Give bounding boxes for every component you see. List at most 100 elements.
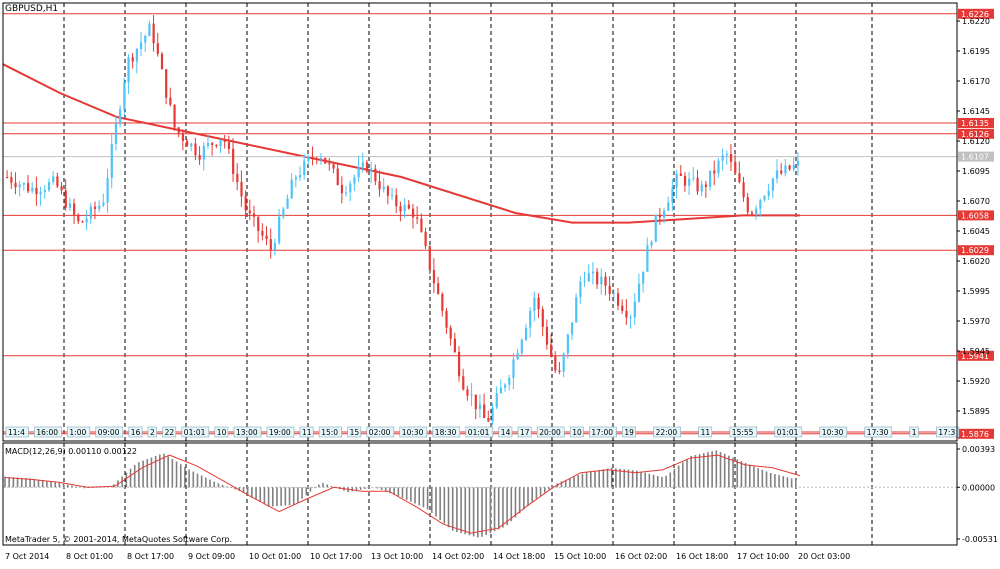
- candle-body: [73, 203, 76, 215]
- macd-tick-label: -0.00531: [962, 535, 998, 544]
- candle-body: [165, 69, 168, 98]
- candle-body: [441, 294, 444, 311]
- candle-body: [236, 173, 239, 183]
- event-marker-label: 11: [302, 428, 312, 437]
- event-marker-label: 19: [624, 428, 634, 437]
- candle-body: [432, 270, 436, 284]
- candle-body: [696, 177, 699, 192]
- candle-body: [232, 148, 235, 174]
- candle-body: [248, 210, 251, 214]
- x-tick-label: 16 Oct 18:00: [676, 552, 728, 561]
- event-marker-box: [589, 426, 617, 438]
- y-tick-label: 1.6145: [962, 107, 990, 116]
- candle-body: [466, 389, 469, 396]
- candle-body: [478, 404, 482, 410]
- candle-body: [127, 57, 130, 83]
- candle-body: [194, 143, 197, 156]
- candle-body: [616, 293, 620, 306]
- y-tick-label: 1.6120: [962, 137, 990, 146]
- event-marker-box: [729, 426, 758, 438]
- x-tick-label: 20 Oct 03:00: [798, 552, 850, 561]
- candle-body: [365, 162, 369, 172]
- candle-body: [709, 170, 712, 187]
- y-tick-label: 1.6070: [962, 197, 990, 206]
- event-marker-label: 1: [912, 428, 917, 437]
- candle-body: [729, 154, 733, 162]
- y-tick-label: 1.6095: [962, 167, 990, 176]
- candle-body: [512, 359, 515, 378]
- candle-body: [386, 186, 390, 196]
- candle-body: [604, 276, 607, 286]
- candle-body: [10, 177, 13, 183]
- level-tag: [958, 128, 994, 139]
- event-marker-label: 01:01: [468, 428, 490, 437]
- candle-body: [311, 157, 314, 159]
- candle-body: [453, 338, 457, 353]
- candle-body: [395, 195, 398, 207]
- candle-body: [336, 168, 339, 186]
- y-tick-label: 1.5920: [962, 377, 990, 386]
- candle-body: [596, 271, 599, 285]
- candle-body: [437, 283, 440, 295]
- event-marker-box: [819, 426, 848, 438]
- candle-body: [738, 173, 741, 183]
- price-pane-border: [2, 2, 958, 442]
- candle-body: [407, 204, 410, 209]
- current-price-tag: [958, 151, 994, 162]
- candle-body: [273, 242, 277, 250]
- event-marker-box: [162, 426, 177, 438]
- candle-body: [725, 154, 728, 156]
- level-label: 1.6029: [961, 246, 989, 255]
- x-tick-label: 7 Oct 2014: [5, 552, 49, 561]
- moving-average: [2, 63, 800, 224]
- grid: [63, 3, 873, 545]
- macd-tick-label: 0.00393: [962, 445, 995, 454]
- candle-body: [491, 407, 494, 422]
- candle-body: [47, 182, 51, 191]
- x-tick-label: 8 Oct 01:00: [66, 552, 113, 561]
- candle-body: [591, 271, 595, 274]
- candle-body: [646, 245, 649, 272]
- candle-body: [746, 197, 749, 213]
- candle-body: [474, 394, 477, 410]
- current-price-label: 1.6107: [961, 153, 989, 162]
- event-marker-box: [698, 426, 713, 438]
- candle-body: [796, 160, 800, 166]
- candle-body: [357, 167, 360, 178]
- event-marker-label: 18:30: [435, 428, 457, 437]
- y-tick-label: 1.5995: [962, 287, 990, 296]
- event-marker-label: 10: [572, 428, 582, 437]
- candle-body: [420, 218, 423, 232]
- candle-body: [533, 297, 536, 311]
- candle-body: [211, 143, 214, 146]
- candle-body: [600, 276, 603, 285]
- candle-body: [663, 210, 666, 218]
- event-marker-label: 10:30: [402, 428, 424, 437]
- candle-body: [495, 393, 498, 408]
- y-tick-label: 1.5945: [962, 347, 990, 356]
- x-tick-label: 16 Oct 02:00: [615, 552, 667, 561]
- candle-body: [608, 285, 611, 295]
- candle-body: [529, 310, 532, 328]
- event-marker-label: 11: [701, 428, 711, 437]
- event-marker-box: [774, 426, 803, 438]
- event-marker-label: 22:00: [656, 428, 678, 437]
- candle-body: [139, 42, 143, 49]
- horizontal-levels: 1.6226 1.6135 1.6126 1.6058 1.6029 1.5941 1.58…: [3, 8, 994, 439]
- event-marker-box: [5, 426, 29, 438]
- candle-body: [144, 36, 147, 43]
- macd-signal-line: [4, 454, 801, 534]
- candle-body: [629, 317, 632, 319]
- event-marker-box: [95, 426, 124, 438]
- event-marker-box: [266, 426, 295, 438]
- candle-body: [290, 179, 293, 199]
- candle-body: [43, 190, 46, 193]
- candle-body: [135, 48, 139, 62]
- candle-body: [156, 43, 159, 54]
- candle-body: [64, 190, 67, 208]
- event-marker-box: [67, 426, 91, 438]
- candle-body: [77, 214, 80, 222]
- candle-body: [81, 221, 84, 223]
- candle-body: [621, 305, 624, 311]
